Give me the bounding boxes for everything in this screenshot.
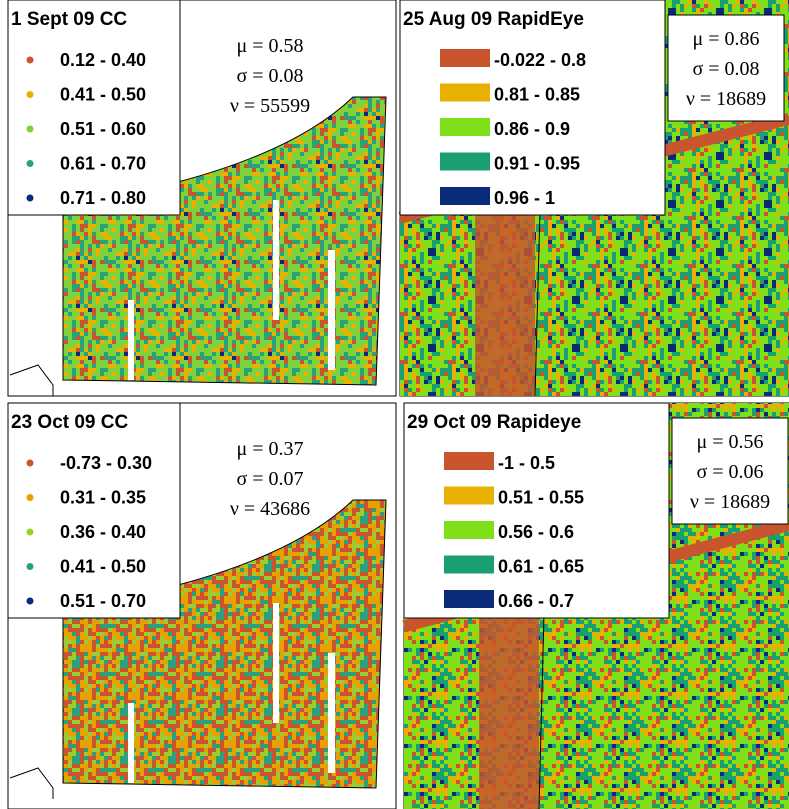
stat-line: σ = 0.08	[236, 65, 303, 87]
legend-dot	[27, 563, 34, 570]
gap-strip	[273, 603, 279, 723]
legend-swatch	[444, 590, 494, 608]
legend-dot	[27, 195, 34, 202]
legend-dot	[27, 529, 34, 536]
legend-label: 0.81 - 0.85	[494, 85, 580, 105]
stat-line: ν = 55599	[230, 95, 310, 117]
legend-dot	[27, 126, 34, 133]
strip	[479, 613, 539, 809]
legend-box	[8, 403, 180, 618]
strip	[475, 210, 535, 396]
legend-dot	[27, 494, 34, 501]
legend-swatch	[440, 84, 490, 102]
legend-label: 0.51 - 0.55	[498, 488, 584, 508]
legend-dot	[27, 460, 34, 467]
legend-label: 0.61 - 0.70	[60, 154, 146, 174]
stat-line: μ = 0.58	[236, 35, 303, 57]
legend-box	[8, 0, 180, 215]
legend-label: 0.12 - 0.40	[60, 50, 146, 70]
legend-label: 0.51 - 0.70	[60, 591, 146, 611]
legend-label: 0.31 - 0.35	[60, 488, 146, 508]
legend-label: 0.86 - 0.9	[494, 119, 570, 139]
legend-label: 0.96 - 1	[494, 188, 555, 208]
legend-swatch	[444, 521, 494, 539]
legend-label: 0.41 - 0.50	[60, 85, 146, 105]
legend-swatch	[444, 452, 494, 470]
legend-swatch	[444, 556, 494, 574]
legend-label: 0.71 - 0.80	[60, 188, 146, 208]
legend-dot	[27, 160, 34, 167]
gap-strip	[328, 250, 335, 370]
legend-label: 0.51 - 0.60	[60, 119, 146, 139]
legend-label: 0.61 - 0.65	[498, 557, 584, 577]
stat-line: σ = 0.08	[692, 58, 759, 80]
legend-label: -1 - 0.5	[498, 453, 555, 473]
stat-line: ν = 43686	[230, 498, 310, 520]
stat-line: μ = 0.86	[692, 28, 759, 50]
stat-line: σ = 0.07	[236, 468, 303, 490]
legend-box	[400, 0, 665, 215]
legend-swatch	[440, 187, 490, 205]
legend-dot	[27, 57, 34, 64]
legend-label: -0.022 - 0.8	[494, 50, 586, 70]
legend-swatch	[440, 118, 490, 136]
gap-strip	[128, 300, 134, 380]
legend-swatch	[440, 49, 490, 67]
legend-dot	[27, 598, 34, 605]
stat-line: ν = 18689	[690, 491, 770, 513]
legend-swatch	[440, 153, 490, 171]
stat-line: ν = 18689	[686, 88, 766, 110]
gap-strip	[328, 653, 335, 773]
stat-line: σ = 0.06	[696, 461, 763, 483]
panel-title: 1 Sept 09 CC	[11, 9, 127, 30]
legend-dot	[27, 91, 34, 98]
legend-label: 0.91 - 0.95	[494, 154, 580, 174]
panel-title: 23 Oct 09 CC	[11, 412, 128, 433]
panel-title: 25 Aug 09 RapidEye	[403, 9, 584, 30]
gap-strip	[128, 703, 134, 783]
gap-strip	[273, 200, 279, 320]
stat-line: μ = 0.37	[236, 438, 303, 460]
figure: 1 Sept 09 CC 0.12 - 0.40 0.41 - 0.50 0.51 -…	[0, 0, 789, 809]
legend-swatch	[444, 487, 494, 505]
stat-line: μ = 0.56	[696, 431, 763, 453]
legend-label: 0.66 - 0.7	[498, 591, 574, 611]
panel-title: 29 Oct 09 Rapideye	[407, 412, 581, 433]
legend-label: 0.56 - 0.6	[498, 522, 574, 542]
legend-label: 0.36 - 0.40	[60, 522, 146, 542]
legend-box	[404, 403, 669, 618]
legend-label: -0.73 - 0.30	[60, 453, 152, 473]
legend-label: 0.41 - 0.50	[60, 557, 146, 577]
